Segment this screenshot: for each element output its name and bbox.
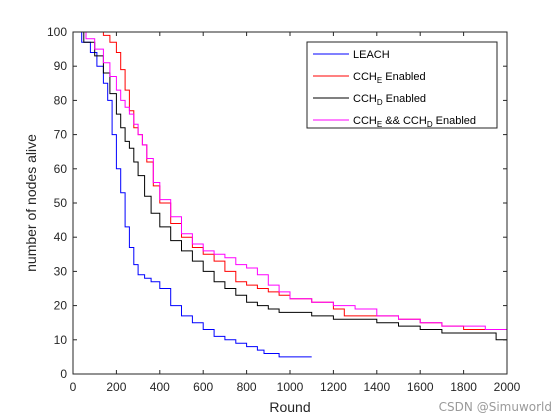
axes [72, 31, 508, 375]
y-tick-label: 30 [54, 264, 68, 278]
watermark-text: CSDN @Simuworld [438, 400, 552, 414]
y-tick-label: 90 [54, 59, 68, 73]
x-axis-label: Round [269, 399, 310, 415]
legend-entry: LEACH [353, 49, 390, 61]
x-tick-label: 600 [193, 380, 213, 394]
tick-labels: 0 200 400 600 800 1000 1200 1400 1600 1800 2000 0 10… [47, 25, 521, 394]
legend-box [306, 41, 498, 129]
series-line-3 [73, 31, 507, 341]
x-tick-label: 200 [106, 380, 126, 394]
y-tick-label: 0 [60, 367, 67, 381]
x-tick-label: 800 [237, 380, 257, 394]
y-tick-label: 10 [54, 333, 68, 347]
x-tick-label: 1600 [407, 380, 434, 394]
y-tick-label: 40 [54, 230, 68, 244]
x-tick-label: 0 [70, 380, 77, 394]
series-lines [73, 31, 507, 358]
y-tick-label: 100 [47, 25, 67, 39]
legend-entry: CCHD Enabled [353, 93, 426, 107]
x-tick-label: 1000 [277, 380, 304, 394]
x-tick-label: 2000 [494, 380, 521, 394]
y-tick-label: 20 [54, 299, 68, 313]
legend: LEACH CCHE Enabled CCHD Enabled CCHE && CCH… [306, 41, 498, 129]
legend-entry: CCHE && CCHD Enabled [353, 115, 476, 129]
y-tick-label: 80 [54, 93, 68, 107]
series-line-1 [73, 31, 312, 358]
x-tick-label: 1400 [363, 380, 390, 394]
y-tick-label: 60 [54, 162, 68, 176]
series-line-2 [73, 31, 507, 330]
y-tick-label: 70 [54, 128, 68, 142]
series-line-4 [73, 31, 507, 330]
legend-entry: CCHE Enabled [353, 71, 426, 85]
x-tick-label: 400 [150, 380, 170, 394]
y-axis-label: number of nodes alive [23, 134, 39, 272]
x-tick-label: 1800 [450, 380, 477, 394]
x-tick-label: 1200 [320, 380, 347, 394]
y-tick-label: 50 [54, 196, 68, 210]
